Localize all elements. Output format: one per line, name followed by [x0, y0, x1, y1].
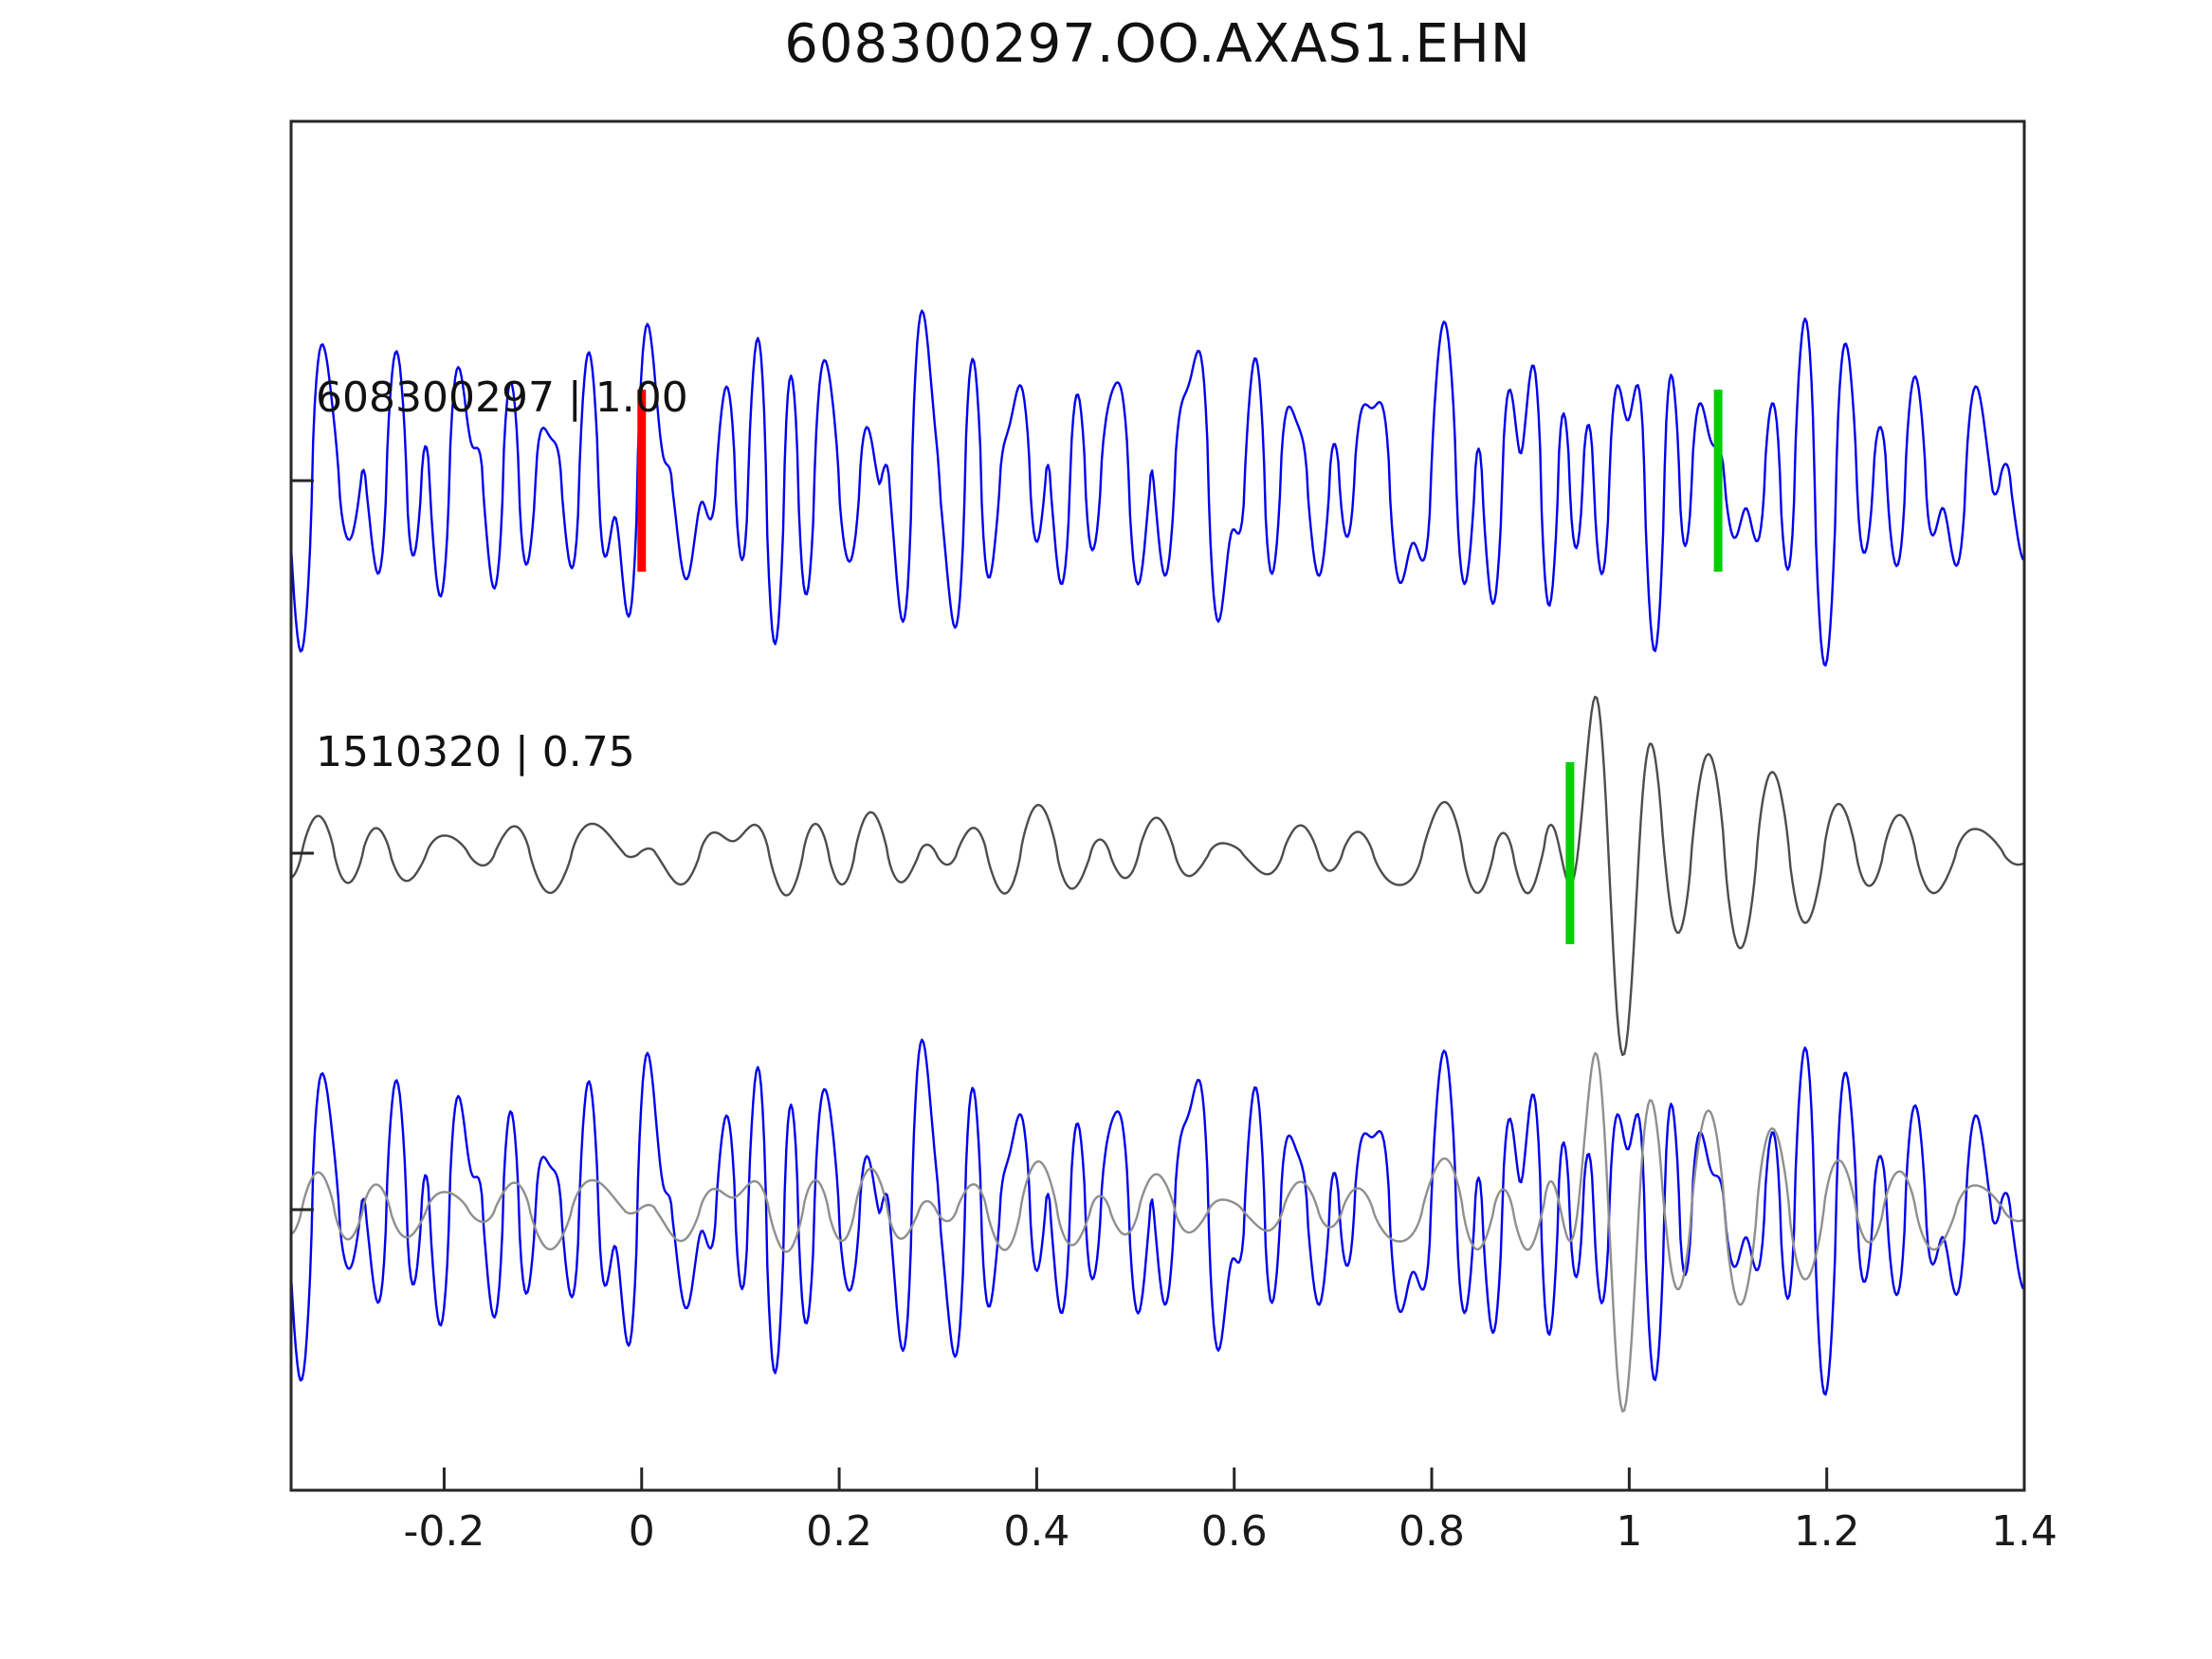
x-tick-label: 1	[1616, 1507, 1642, 1556]
axes-border	[289, 119, 2026, 1492]
trace-template-middle	[289, 695, 2026, 1057]
x-tick-label: 0.2	[806, 1507, 872, 1556]
trace-template-overlay	[289, 1051, 2026, 1413]
trace-label-template: 1510320 | 0.75	[316, 728, 635, 776]
x-tick-label: -0.2	[404, 1507, 485, 1556]
x-tick-label: 0.8	[1398, 1507, 1465, 1556]
trace-label-detection: 608300297 | 1.00	[316, 374, 688, 422]
trace-detection-top	[289, 309, 2026, 667]
x-tick-label: 0	[629, 1507, 655, 1556]
x-tick-label: 0.4	[1003, 1507, 1069, 1556]
x-tick-label: 1.4	[1991, 1507, 2057, 1556]
x-tick-label: 0.6	[1201, 1507, 1268, 1556]
x-tick-label: 1.2	[1794, 1507, 1860, 1556]
trace-detection-overlay	[289, 1038, 2026, 1396]
figure-title: 608300297.OO.AXAS1.EHN	[784, 13, 1531, 75]
